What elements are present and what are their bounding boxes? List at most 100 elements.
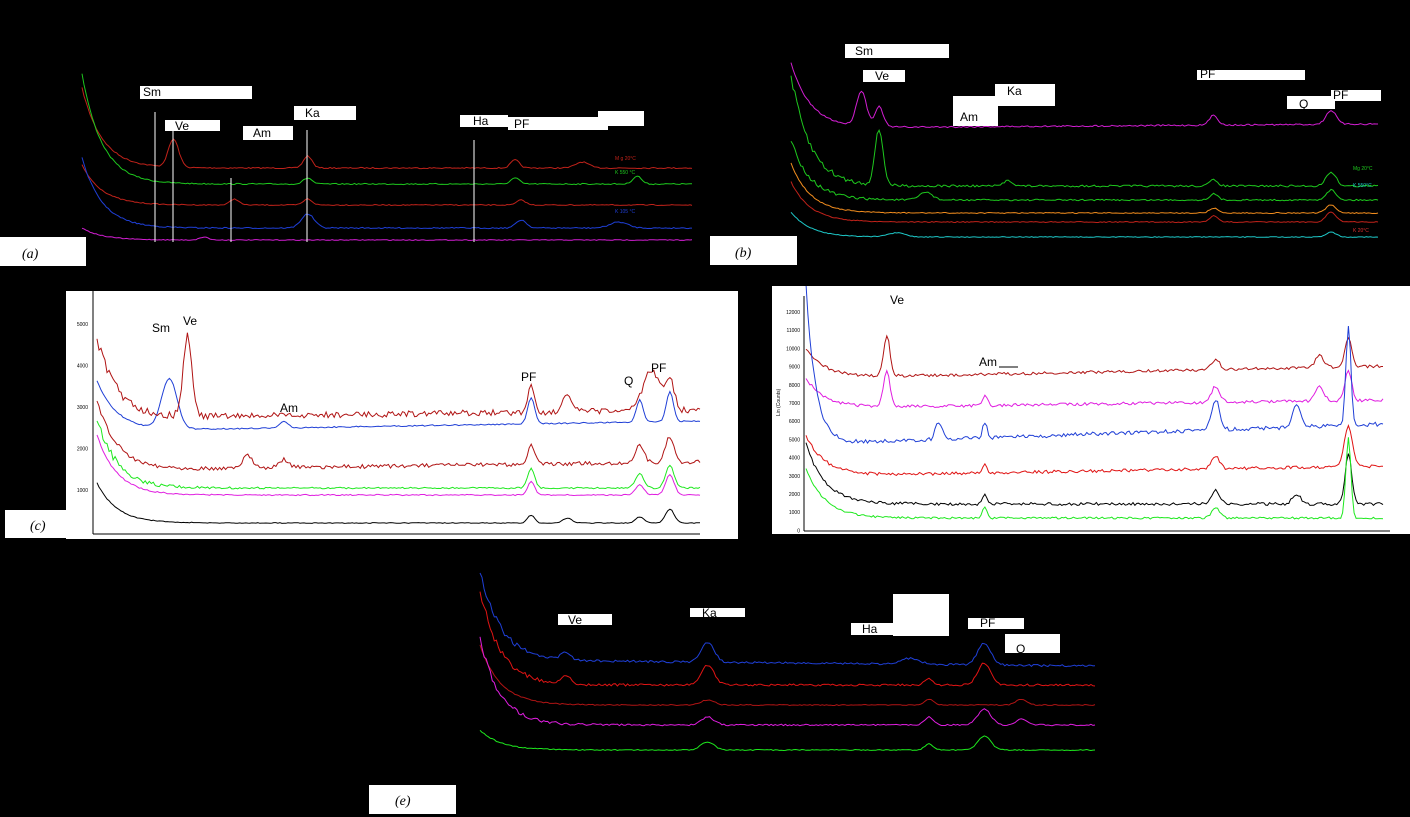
y-tick-label-d: 4000 <box>789 456 800 462</box>
y-tick-label-d: 9000 <box>789 365 800 371</box>
panel-e: Ve Ka Ha PF PF Q (e) <box>369 572 1096 814</box>
mineral-label-ve: Ve <box>175 119 189 133</box>
mineral-label-am-b: Am <box>960 110 978 124</box>
mineral-label-am-c: Am <box>280 401 298 415</box>
trace-d-5 <box>805 437 1384 520</box>
panel-label-box-c <box>5 510 92 538</box>
trace-b-2 <box>790 141 1379 202</box>
y-tick-label-d: 11000 <box>786 328 800 334</box>
label-box-ka <box>294 106 356 120</box>
y-tick-label-c: 1000 <box>77 488 88 494</box>
y-tick-label-d: 6000 <box>789 419 800 425</box>
panel-label-box-b <box>710 236 797 265</box>
panel-e-traces <box>479 572 1096 752</box>
panel-a-traces <box>81 73 693 241</box>
label-box-pf1-b <box>1197 70 1305 80</box>
mineral-label-pf1-b: PF <box>1200 67 1215 81</box>
mineral-label-pf: PF <box>514 117 529 131</box>
trace-a-1 <box>81 73 693 186</box>
panel-d-traces <box>805 286 1384 520</box>
trace-b-0 <box>790 62 1378 129</box>
panel-a-marker-lines <box>154 112 475 242</box>
label-box-pf-ext <box>598 111 644 126</box>
series-label-k105: K 105 °C <box>615 209 635 215</box>
panel-b-traces <box>790 62 1379 238</box>
series-label-k20-b: K 20°C <box>1353 228 1369 234</box>
mineral-label-q-e: Q <box>1016 642 1025 656</box>
mineral-label-pf1-e: PF <box>910 637 925 651</box>
panel-label-box-a <box>0 237 86 266</box>
panel-label-d: (d) <box>748 514 765 529</box>
label-box-ka-b <box>995 84 1055 106</box>
label-box-ha <box>460 115 508 127</box>
mineral-label-ka-b: Ka <box>1007 84 1022 98</box>
label-box-q-e <box>1005 634 1060 653</box>
panel-d-y-ticks: 1200011000100009000800070006000500040003… <box>786 310 800 534</box>
mineral-label-ve-d: Ve <box>890 293 904 307</box>
trace-a-4 <box>81 227 693 241</box>
series-label-k550-b: K 550°C <box>1353 183 1372 189</box>
mineral-label-pf2-b: PF <box>1333 88 1348 102</box>
trace-d-3 <box>805 423 1383 476</box>
panel-label-box-e <box>369 785 456 814</box>
mineral-label-q-c: Q <box>624 374 633 388</box>
trace-c-5 <box>96 482 700 524</box>
mineral-label-sm: Sm <box>143 85 161 99</box>
y-tick-label-d: 2000 <box>789 492 800 498</box>
panel-c-traces <box>96 332 701 524</box>
label-box-pf1-e <box>893 594 949 636</box>
mineral-label-pf2-c: PF <box>651 361 666 375</box>
panel-label-a: (a) <box>22 247 39 262</box>
trace-e-3 <box>479 636 1096 727</box>
trace-d-2 <box>805 286 1384 445</box>
trace-e-4 <box>479 729 1096 752</box>
y-tick-label-c: 5000 <box>77 322 88 328</box>
series-label-k550: K 550 °C <box>615 170 635 176</box>
y-tick-label-d: 12000 <box>786 310 800 316</box>
panel-label-e: (e) <box>395 794 411 809</box>
trace-b-5 <box>790 211 1379 238</box>
panel-d-y-label: Lin (Counts) <box>776 388 782 416</box>
y-tick-label-d: 8000 <box>789 383 800 389</box>
label-box-am-b <box>953 96 998 126</box>
trace-a-2 <box>81 164 693 207</box>
label-box-sm <box>140 86 252 99</box>
trace-b-1 <box>790 75 1379 188</box>
label-box-pf <box>508 117 608 130</box>
mineral-label-am-d: Am <box>979 355 997 369</box>
trace-e-0 <box>479 572 1096 668</box>
series-label-mg: M g 20°C <box>615 156 636 162</box>
y-tick-label-d: 5000 <box>789 437 800 443</box>
label-box-am <box>243 126 293 140</box>
trace-d-1 <box>805 369 1384 409</box>
y-tick-label-d: 7000 <box>789 401 800 407</box>
mineral-label-ve-c: Ve <box>183 314 197 328</box>
label-box-pf2-b <box>1331 90 1381 101</box>
mineral-label-sm-b: Sm <box>855 44 873 58</box>
panel-a: Sm Ve Am Ka Ha PF M g 20°C K 550 °C K 10… <box>0 73 693 266</box>
panel-label-c: (c) <box>30 519 46 534</box>
trace-c-0 <box>96 377 701 430</box>
y-tick-label-d: 0 <box>797 528 800 534</box>
mineral-label-pf2-e: PF <box>980 616 995 630</box>
trace-a-3 <box>81 157 692 230</box>
label-box-ha-e <box>851 623 895 635</box>
trace-e-2 <box>479 644 1096 707</box>
label-box-q-b <box>1287 96 1335 109</box>
y-tick-label-d: 1000 <box>789 510 800 516</box>
label-box-ka-e <box>690 608 745 617</box>
trace-c-3 <box>96 420 701 490</box>
mineral-label-ve-b: Ve <box>875 69 889 83</box>
trace-c-1 <box>96 332 701 421</box>
y-tick-label-c: 4000 <box>77 364 88 370</box>
mineral-label-q-b: Q <box>1299 97 1308 111</box>
trace-a-0 <box>81 87 693 170</box>
trace-e-1 <box>479 591 1096 687</box>
trace-b-3 <box>790 162 1379 215</box>
mineral-label-ka-e: Ka <box>702 606 717 620</box>
series-label-mg-b: Mg 20°C <box>1353 166 1373 172</box>
mineral-label-am: Am <box>253 126 271 140</box>
y-tick-label-d: 10000 <box>786 346 800 352</box>
y-tick-label-c: 3000 <box>77 405 88 411</box>
